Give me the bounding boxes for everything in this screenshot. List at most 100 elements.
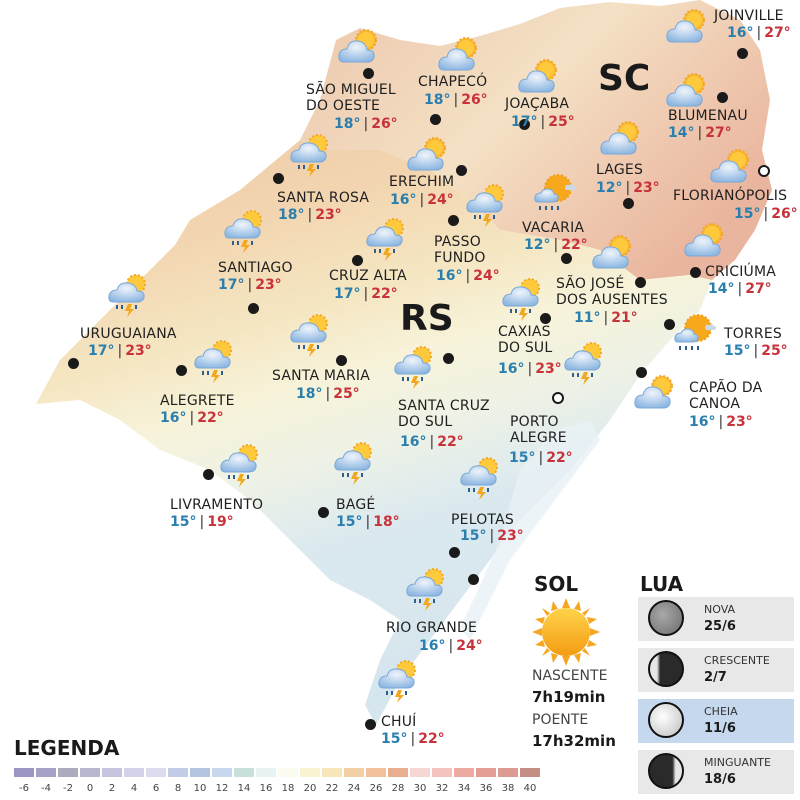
temp-separator: | bbox=[199, 514, 205, 530]
city-marker[interactable] bbox=[540, 313, 551, 324]
partly-cloudy-icon bbox=[632, 372, 678, 418]
city-marker[interactable] bbox=[636, 367, 647, 378]
legend-tick-label: 4 bbox=[130, 783, 138, 794]
city-marker[interactable] bbox=[248, 303, 259, 314]
max-temp: 23° bbox=[535, 361, 562, 377]
capital-marker[interactable] bbox=[758, 165, 770, 177]
legend-tick-label: 22 bbox=[325, 783, 339, 794]
city-marker[interactable] bbox=[623, 198, 634, 209]
city-temperatures: 18° | 23° bbox=[278, 207, 342, 223]
partly-cloudy-icon bbox=[590, 232, 636, 278]
city-marker[interactable] bbox=[664, 319, 675, 330]
city-temperatures: 16° | 23° bbox=[689, 414, 753, 430]
min-temp: 17° bbox=[511, 114, 538, 130]
legend-tick-label: 32 bbox=[435, 783, 449, 794]
city-marker[interactable] bbox=[68, 358, 79, 369]
city-temperatures: 17° | 25° bbox=[511, 114, 575, 130]
max-temp: 27° bbox=[745, 281, 772, 297]
max-temp: 23° bbox=[255, 277, 282, 293]
city-name: CRUZ ALTA bbox=[329, 268, 407, 284]
max-temp: 19° bbox=[207, 514, 234, 530]
city-marker[interactable] bbox=[456, 165, 467, 176]
city-name: CHAPECÓ bbox=[418, 74, 488, 90]
storm-icon bbox=[192, 338, 238, 384]
city-name: JOINVILLE bbox=[714, 8, 784, 24]
city-marker[interactable] bbox=[449, 547, 460, 558]
city-marker[interactable] bbox=[176, 365, 187, 376]
partly-cloudy-icon bbox=[664, 6, 710, 52]
legend-tick-label: -6 bbox=[19, 783, 29, 794]
city-marker[interactable] bbox=[365, 719, 376, 730]
city-temperatures: 12° | 22° bbox=[524, 237, 588, 253]
legend-tick-label: 16 bbox=[259, 783, 273, 794]
city-marker[interactable] bbox=[352, 255, 363, 266]
city-temperatures: 16° | 22° bbox=[160, 410, 224, 426]
legend-swatch bbox=[432, 768, 452, 777]
legend-tick-label: 10 bbox=[193, 783, 207, 794]
moon-phase-date: 18/6 bbox=[704, 772, 736, 787]
temp-separator: | bbox=[756, 25, 762, 41]
city-name: VACARIA bbox=[522, 220, 585, 236]
min-temp: 16° bbox=[436, 268, 463, 284]
min-temp: 17° bbox=[334, 286, 361, 302]
city-marker[interactable] bbox=[363, 68, 374, 79]
city-marker[interactable] bbox=[443, 353, 454, 364]
legend-tick-label: 20 bbox=[303, 783, 317, 794]
city-marker[interactable] bbox=[561, 253, 572, 264]
temp-separator: | bbox=[325, 386, 331, 402]
legend-tick-label: 26 bbox=[369, 783, 383, 794]
temperature-color-scale bbox=[14, 768, 540, 777]
legend-tick-label: 0 bbox=[86, 783, 94, 794]
city-name: SANTA CRUZ DO SUL bbox=[398, 398, 490, 430]
city-marker[interactable] bbox=[635, 277, 646, 288]
capital-marker[interactable] bbox=[552, 392, 564, 404]
min-temp: 16° bbox=[689, 414, 716, 430]
city-marker[interactable] bbox=[336, 355, 347, 366]
temp-separator: | bbox=[603, 310, 609, 326]
city-marker[interactable] bbox=[273, 173, 284, 184]
city-temperatures: 17° | 22° bbox=[334, 286, 398, 302]
legend-swatch bbox=[190, 768, 210, 777]
storm-icon bbox=[464, 182, 510, 228]
city-name: LIVRAMENTO bbox=[170, 497, 264, 513]
legend-swatch bbox=[322, 768, 342, 777]
storm-icon bbox=[404, 566, 450, 612]
city-marker[interactable] bbox=[737, 48, 748, 59]
min-temp: 15° bbox=[509, 450, 536, 466]
city-name: URUGUAIANA bbox=[80, 326, 177, 342]
city-marker[interactable] bbox=[468, 574, 479, 585]
legend-tick-label: -4 bbox=[41, 783, 51, 794]
city-name: RIO GRANDE bbox=[386, 620, 478, 636]
max-temp: 22° bbox=[546, 450, 573, 466]
city-name: SANTA ROSA bbox=[277, 190, 370, 206]
city-marker[interactable] bbox=[203, 469, 214, 480]
min-temp: 17° bbox=[218, 277, 245, 293]
min-temp: 14° bbox=[708, 281, 735, 297]
city-marker[interactable] bbox=[690, 267, 701, 278]
city-temperatures: 17° | 23° bbox=[88, 343, 152, 359]
city-marker[interactable] bbox=[448, 215, 459, 226]
city-marker[interactable] bbox=[318, 507, 329, 518]
storm-icon bbox=[500, 276, 546, 322]
moon-phase-label: MINGUANTE bbox=[704, 756, 771, 769]
legend-tick-label: 12 bbox=[215, 783, 229, 794]
city-marker[interactable] bbox=[519, 119, 530, 130]
city-marker[interactable] bbox=[430, 114, 441, 125]
temp-separator: | bbox=[429, 434, 435, 450]
legend-swatch bbox=[168, 768, 188, 777]
temp-separator: | bbox=[307, 207, 313, 223]
city-name: CAXIAS DO SUL bbox=[498, 324, 553, 356]
temp-separator: | bbox=[189, 410, 195, 426]
min-temp: 16° bbox=[400, 434, 427, 450]
city-temperatures: 16° | 23° bbox=[498, 361, 562, 377]
sun-rain-icon bbox=[674, 312, 720, 358]
storm-icon bbox=[218, 442, 264, 488]
temp-separator: | bbox=[489, 528, 495, 544]
moon-phase-label: NOVA bbox=[704, 603, 736, 616]
max-temp: 23° bbox=[315, 207, 342, 223]
city-temperatures: 16° | 27° bbox=[727, 25, 791, 41]
city-temperatures: 15° | 22° bbox=[509, 450, 573, 466]
max-temp: 25° bbox=[761, 343, 788, 359]
city-marker[interactable] bbox=[717, 92, 728, 103]
partly-cloudy-icon bbox=[708, 146, 754, 192]
